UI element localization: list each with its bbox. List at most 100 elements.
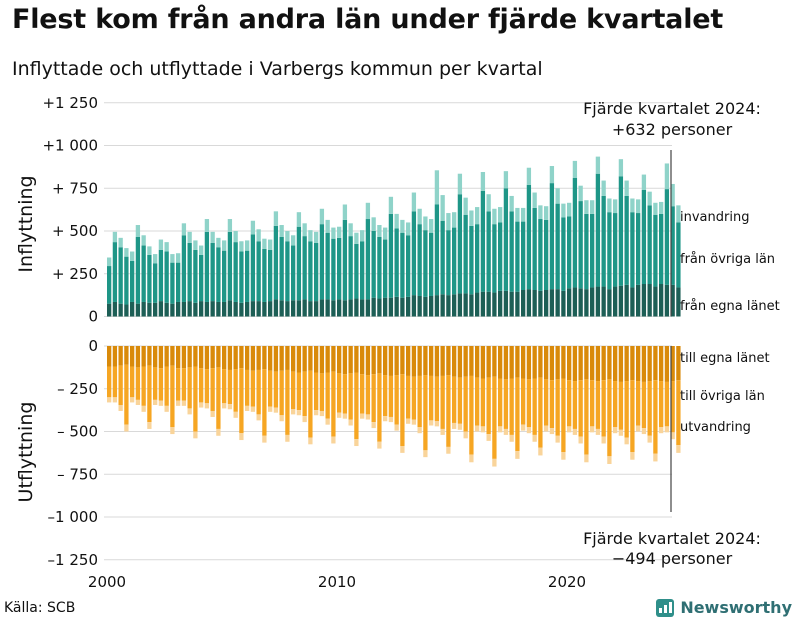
bar-till-ovriga-lan [107,366,112,398]
bar-till-ovriga-lan [613,381,618,428]
bar-fran-egna-lanet [572,287,578,317]
grid-lines [104,102,672,561]
bar-invandring [498,207,503,223]
bar-invandring [164,242,169,252]
bar-fran-egna-lanet [250,301,256,317]
series-label-out: utvandring [680,420,751,435]
bar-fran-egna-lanet [526,289,532,317]
bar-utvandring [135,399,141,405]
bar-till-egna-lanet [630,346,635,381]
bar-fran-egna-lanet [492,292,497,317]
bar-fran-egna-lanet [130,301,135,317]
bar-invandring [187,231,192,243]
bar-fran-egna-lanet [641,284,647,317]
bar-fran-ovriga-lan [388,213,394,298]
bar-utvandring [348,419,353,426]
bar-till-ovriga-lan [365,375,371,415]
bar-till-ovriga-lan [354,372,359,440]
bar-fran-egna-lanet [279,300,284,317]
bar-fran-ovriga-lan [578,201,583,289]
bar-till-ovriga-lan [291,371,296,410]
bar-till-ovriga-lan [285,369,290,435]
bar-fran-egna-lanet [337,299,342,317]
bar-invandring [354,232,359,244]
bar-fran-egna-lanet [653,286,658,317]
bar-till-egna-lanet [204,346,210,370]
bar-invandring [636,199,641,214]
bar-fran-egna-lanet [613,286,618,317]
bar-utvandring [187,408,192,415]
bar-fran-ovriga-lan [549,183,555,290]
bar-fran-egna-lanet [302,299,307,317]
bar-till-ovriga-lan [187,367,192,409]
bar-fran-egna-lanet [331,300,336,317]
bar-utvandring [354,439,359,447]
bar-invandring [124,248,129,257]
y-tick-label: + 750 [52,179,98,197]
bar-invandring [613,199,618,214]
bar-till-ovriga-lan [406,375,411,419]
bar-utvandring [653,453,658,462]
bar-fran-ovriga-lan [475,224,480,293]
bar-fran-ovriga-lan [555,203,560,290]
bar-till-egna-lanet [567,346,572,381]
bar-till-ovriga-lan [630,380,635,453]
bar-invandring [342,204,348,220]
bar-invandring [141,235,146,246]
bar-utvandring [147,422,152,429]
bar-fran-egna-lanet [515,291,520,317]
bar-utvandring [503,428,509,435]
bar-fran-egna-lanet [498,290,503,317]
bar-till-egna-lanet [371,346,376,375]
bar-till-ovriga-lan [325,372,330,419]
bar-utvandring [521,424,526,431]
bar-utvandring [659,427,664,434]
bar-invandring [210,231,215,243]
bar-utvandring [319,410,325,417]
bar-till-ovriga-lan [181,368,187,401]
bar-fran-egna-lanet [170,303,175,317]
bar-utvandring [595,428,601,435]
bar-fran-egna-lanet [469,294,474,317]
bar-fran-egna-lanet [503,290,509,317]
bar-fran-egna-lanet [348,299,353,317]
bar-fran-ovriga-lan [130,260,135,302]
bar-fran-ovriga-lan [112,242,118,302]
bar-fran-egna-lanet [429,295,434,317]
series-label-out: till egna länet [680,351,770,366]
bar-till-egna-lanet [555,346,560,380]
bar-fran-ovriga-lan [245,250,250,302]
bar-till-egna-lanet [388,346,394,376]
bar-utvandring [400,446,405,453]
bar-till-egna-lanet [153,346,158,368]
bar-invandring [394,213,399,229]
bar-till-ovriga-lan [584,379,589,455]
bar-invandring [400,219,405,233]
bar-fran-ovriga-lan [647,205,652,285]
bar-fran-ovriga-lan [302,236,307,300]
bar-till-ovriga-lan [256,369,261,415]
bar-till-egna-lanet [492,346,497,377]
bar-till-egna-lanet [130,346,135,367]
bar-till-ovriga-lan [440,375,445,429]
bar-fran-ovriga-lan [561,217,566,291]
bar-fran-ovriga-lan [199,254,204,302]
bar-till-ovriga-lan [521,378,526,425]
bar-invandring [664,163,670,190]
bar-invandring [624,180,629,196]
bar-till-ovriga-lan [572,381,578,429]
bar-fran-egna-lanet [204,301,210,317]
bar-invandring [176,253,181,263]
bar-till-ovriga-lan [653,380,658,454]
bar-till-egna-lanet [233,346,238,370]
annotation-out-line1: Fjärde kvartalet 2024: [583,529,761,548]
bar-fran-egna-lanet [457,293,463,317]
bar-fran-egna-lanet [112,301,118,317]
bar-utvandring [544,425,549,432]
bar-invandring [319,208,325,225]
bar-till-ovriga-lan [463,376,468,432]
bar-fran-ovriga-lan [394,228,399,297]
bar-utvandring [107,397,112,403]
bar-utvandring [337,412,342,418]
bar-invandring [515,207,520,222]
